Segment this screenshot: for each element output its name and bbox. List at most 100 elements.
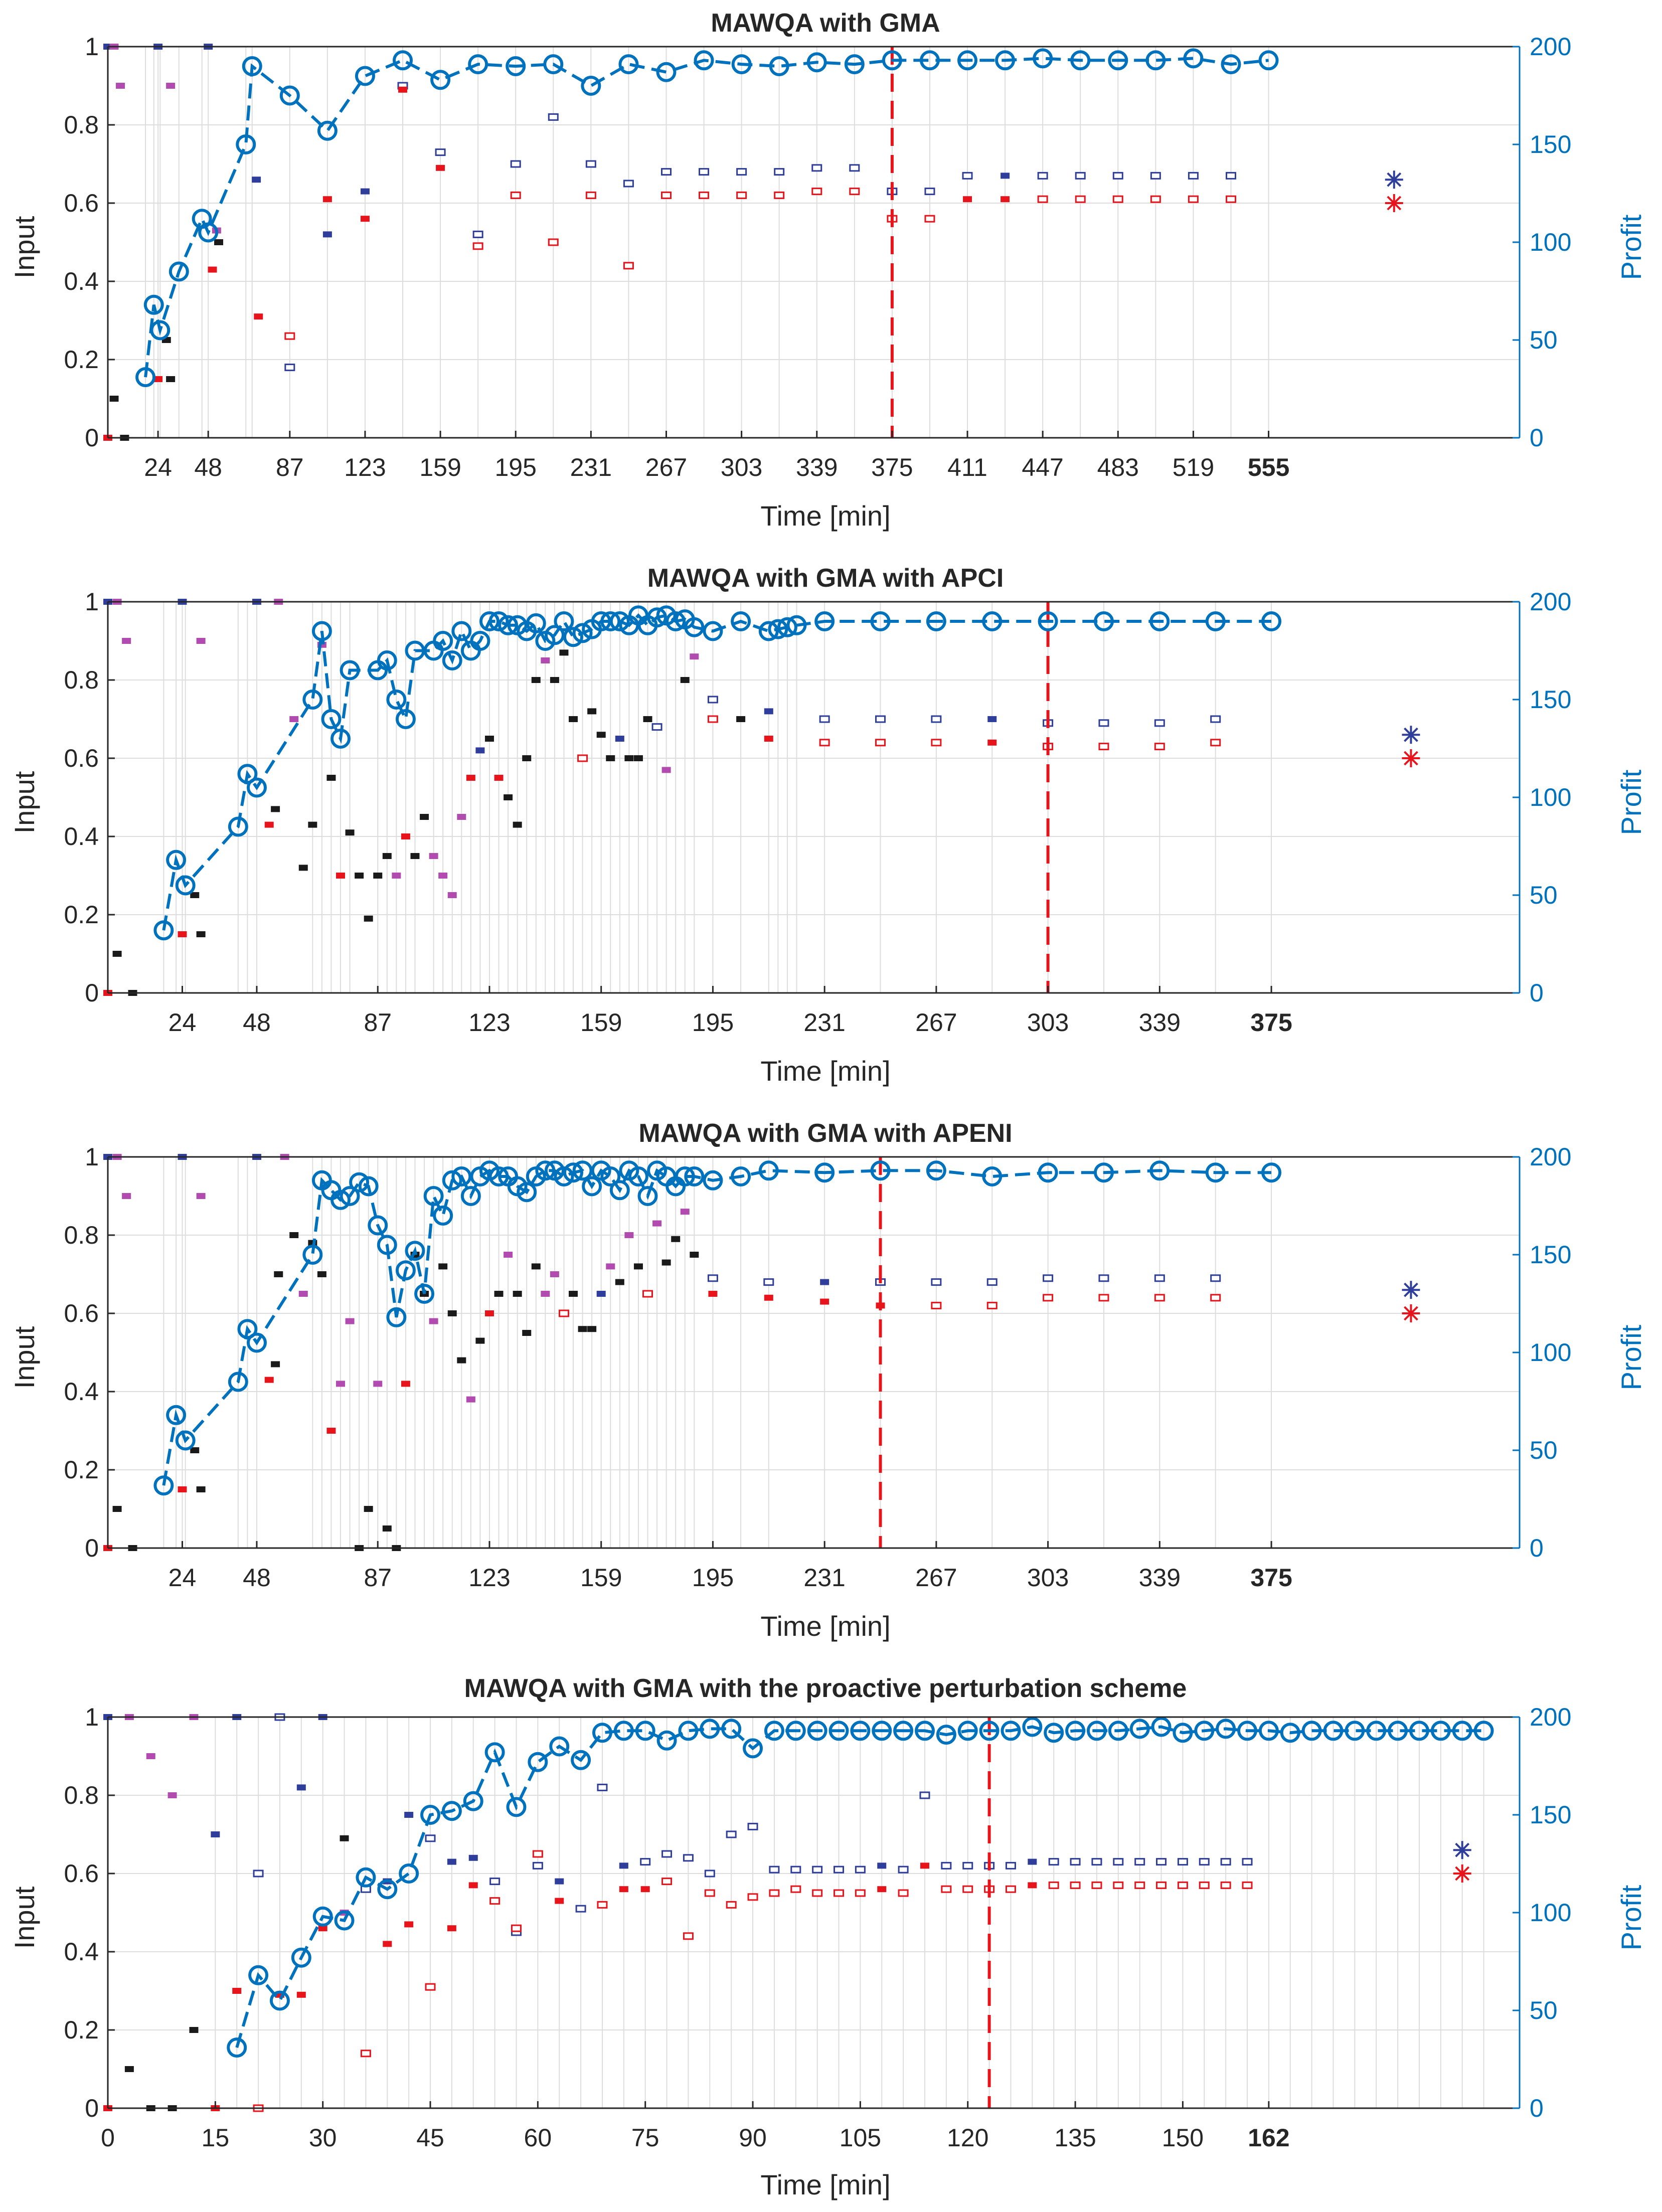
profit-point xyxy=(609,611,630,631)
input-marker-magenta xyxy=(504,1252,513,1258)
profit-point xyxy=(175,1430,196,1451)
input-marker-blue xyxy=(849,164,860,172)
input-marker-black xyxy=(355,873,364,879)
x-tick-label: 87 xyxy=(276,453,304,481)
input-marker-blue xyxy=(812,1865,823,1874)
profit-point xyxy=(926,1160,946,1181)
chart-title: MAWQA with GMA with the proactive pertur… xyxy=(464,1674,1187,1703)
input-marker-red xyxy=(425,1983,436,1991)
profit-point xyxy=(405,640,425,661)
input-marker-black xyxy=(373,873,383,879)
y-tick-label-right: 0 xyxy=(1530,979,1544,1007)
y-tick-label-left: 0.2 xyxy=(64,2016,99,2044)
profit-point xyxy=(1108,1721,1128,1741)
profit-point xyxy=(526,613,546,633)
profit-point xyxy=(355,66,375,86)
input-marker-blue xyxy=(510,160,521,168)
input-marker-blue xyxy=(683,1854,694,1862)
profit-point xyxy=(1323,1721,1344,1741)
input-marker-black xyxy=(196,931,206,937)
input-marker-red xyxy=(1091,1881,1102,1889)
input-marker-black xyxy=(438,1263,448,1270)
input-marker-magenta xyxy=(166,83,176,89)
profit-point xyxy=(936,1725,956,1745)
input-marker-black xyxy=(190,892,200,898)
input-marker-blue xyxy=(764,708,773,715)
profit-point xyxy=(442,650,462,670)
profit-point xyxy=(684,617,705,637)
profit-point xyxy=(1001,1721,1021,1741)
profit-point xyxy=(302,1245,323,1265)
profit-point xyxy=(549,1736,570,1757)
input-marker-red xyxy=(178,931,187,937)
y-tick-label-left: 1 xyxy=(85,1143,99,1171)
profit-line xyxy=(162,1168,1272,1486)
input-marker-red xyxy=(1199,1881,1210,1889)
input-marker-red xyxy=(790,1885,801,1893)
input-marker-red xyxy=(494,775,504,781)
x-tick-label: 30 xyxy=(309,2124,337,2152)
input-marker-black xyxy=(289,1232,299,1238)
profit-point xyxy=(334,1910,355,1931)
input-marker-magenta xyxy=(429,853,438,859)
profit-point xyxy=(1452,1721,1472,1741)
panel-gma-apeni: MAWQA with GMA with APENI 0 0.2 0.4 0.6 0.8 1… xyxy=(9,1119,1647,1642)
input-marker-black xyxy=(271,1361,280,1368)
input-marker-blue xyxy=(475,747,485,754)
profit-point xyxy=(368,1215,388,1236)
input-marker-red xyxy=(747,1893,758,1901)
profit-point xyxy=(1366,1721,1387,1741)
profit-series xyxy=(227,1717,1494,2108)
input-marker-blue xyxy=(1098,719,1109,727)
profit-point xyxy=(227,2037,247,2058)
profit-point xyxy=(242,56,262,76)
input-marker-blue xyxy=(1075,172,1086,180)
profit-point xyxy=(1301,1721,1322,1741)
x-tick-label: 303 xyxy=(1027,1564,1069,1592)
reference-asterisk xyxy=(1453,1841,1471,1859)
profit-point xyxy=(870,1160,891,1181)
profit-point xyxy=(926,611,946,631)
input-marker-red xyxy=(1220,1881,1231,1889)
profit-point xyxy=(279,85,300,106)
input-marker-magenta xyxy=(122,1193,131,1199)
profit-point xyxy=(1430,1721,1451,1741)
y-tick-label-left: 0.2 xyxy=(64,901,99,929)
chart-title: MAWQA with GMA xyxy=(711,9,940,38)
input-marker-blue xyxy=(1210,1274,1221,1282)
profit-point xyxy=(628,1166,648,1186)
x-tick-label: 120 xyxy=(947,2124,988,2152)
input-marker-red xyxy=(1028,1882,1037,1889)
y-tick-label-left: 0.6 xyxy=(64,189,99,217)
profit-point xyxy=(506,1797,527,1817)
input-marker-black xyxy=(382,853,392,859)
y-tick-label-right: 200 xyxy=(1530,588,1571,616)
profit-point xyxy=(153,1475,174,1496)
profit-point xyxy=(684,1166,705,1186)
profit-point xyxy=(572,1160,593,1181)
x-axis-label: Time [min] xyxy=(760,2169,890,2200)
input-marker-red xyxy=(468,1882,478,1889)
profit-point xyxy=(166,849,187,870)
x-tick-label: 105 xyxy=(840,2124,881,2152)
input-marker-red xyxy=(849,188,860,196)
input-marker-black xyxy=(271,806,280,812)
profit-point xyxy=(1145,50,1166,71)
input-marker-magenta xyxy=(196,638,206,644)
profit-point xyxy=(850,1721,871,1741)
x-tick-label: 87 xyxy=(364,1008,392,1037)
input-marker-magenta xyxy=(690,653,699,660)
y-axis-label-right: Profit xyxy=(1615,214,1647,280)
input-marker-red xyxy=(178,1486,187,1492)
input-marker-red xyxy=(398,86,408,93)
input-marker-blue xyxy=(623,180,634,188)
profit-point xyxy=(488,611,509,631)
profit-point xyxy=(893,1721,914,1741)
input-marker-red xyxy=(699,191,710,199)
x-axis-label: Time [min] xyxy=(760,500,890,532)
profit-point xyxy=(600,611,621,631)
input-marker-black xyxy=(274,1271,283,1277)
profit-point xyxy=(330,1189,351,1210)
y-tick-label-right: 50 xyxy=(1530,1996,1558,2024)
profit-point xyxy=(535,1160,556,1181)
